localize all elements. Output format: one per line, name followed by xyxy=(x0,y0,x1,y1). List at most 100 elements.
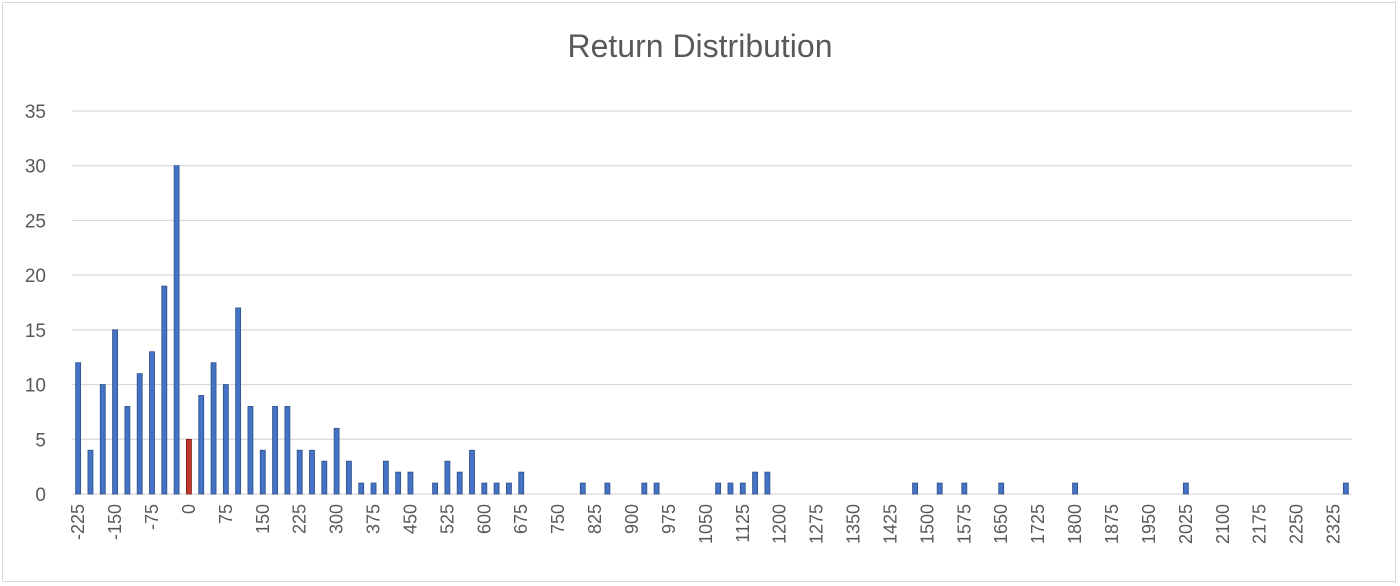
x-tick-label: 825 xyxy=(585,504,605,534)
bar xyxy=(456,471,463,495)
x-tick-label: 2100 xyxy=(1213,504,1233,544)
y-axis-ticks: 0 5 10 15 20 25 30 35 xyxy=(25,102,46,506)
x-tick-label: 1650 xyxy=(991,504,1011,544)
bar xyxy=(235,307,242,495)
bar xyxy=(173,165,180,495)
bars xyxy=(75,165,1349,495)
bar xyxy=(579,482,586,495)
x-tick-label: -150 xyxy=(105,504,125,540)
x-tick-label: 1200 xyxy=(770,504,790,544)
bar xyxy=(469,449,475,495)
x-tick-label: 675 xyxy=(511,504,531,534)
x-tick-label: 525 xyxy=(437,504,457,534)
bar xyxy=(124,406,131,495)
bar xyxy=(75,362,82,495)
bar xyxy=(272,406,278,495)
x-tick-label: 2025 xyxy=(1176,504,1196,544)
bar xyxy=(284,406,291,495)
bar-highlight xyxy=(186,438,192,495)
bar xyxy=(247,406,254,495)
bar xyxy=(136,373,143,495)
x-tick-label: 750 xyxy=(548,504,568,534)
bar xyxy=(1182,482,1189,495)
x-tick-label: 450 xyxy=(400,504,420,534)
bar xyxy=(198,395,205,495)
bar xyxy=(432,482,438,495)
x-tick-label: 2175 xyxy=(1250,504,1270,544)
x-tick-label: 1800 xyxy=(1065,504,1085,544)
bar xyxy=(936,482,943,495)
x-tick-label: -75 xyxy=(142,504,162,530)
bar xyxy=(296,449,303,495)
bar xyxy=(739,482,746,495)
bar xyxy=(1342,482,1349,495)
x-tick-label: -225 xyxy=(68,504,88,540)
x-axis-ticks: -225 -150 -75 0 75 150 225 300 375 450 525 600 675 75… xyxy=(68,504,1343,544)
x-tick-label: 1500 xyxy=(917,504,937,544)
x-tick-label: 375 xyxy=(364,504,384,534)
x-tick-label: 2250 xyxy=(1287,504,1307,544)
bar xyxy=(149,351,155,495)
bar xyxy=(641,482,648,495)
x-tick-label: 900 xyxy=(622,504,642,534)
chart-title: Return Distribution xyxy=(567,28,833,64)
x-tick-label: 600 xyxy=(474,504,494,534)
bar xyxy=(259,449,266,495)
bar xyxy=(382,460,389,495)
bar xyxy=(604,482,611,495)
y-tick-label: 0 xyxy=(35,485,46,506)
x-tick-label: 300 xyxy=(327,504,347,534)
bar xyxy=(210,362,217,495)
bar xyxy=(309,449,315,495)
bar xyxy=(727,482,734,495)
x-tick-label: 1350 xyxy=(844,504,864,544)
y-tick-label: 10 xyxy=(25,376,46,397)
x-tick-label: 1050 xyxy=(696,504,716,544)
x-tick-label: 1875 xyxy=(1102,504,1122,544)
x-tick-label: 1575 xyxy=(954,504,974,544)
x-tick-label: 1950 xyxy=(1139,504,1159,544)
x-tick-label: 975 xyxy=(659,504,679,534)
bar xyxy=(112,329,118,495)
bar xyxy=(506,482,512,495)
bar xyxy=(395,471,402,495)
y-tick-label: 35 xyxy=(25,102,46,123)
bar xyxy=(99,384,106,495)
bar xyxy=(961,482,968,495)
bar xyxy=(481,482,488,495)
bar xyxy=(998,482,1005,495)
bar xyxy=(715,482,722,495)
bar xyxy=(87,449,94,495)
bar xyxy=(493,482,500,495)
x-tick-label: 1125 xyxy=(733,504,753,543)
bar xyxy=(161,285,168,495)
gridlines xyxy=(72,110,1352,495)
x-tick-label: 150 xyxy=(253,504,273,534)
x-tick-label: 75 xyxy=(216,504,236,524)
bar xyxy=(321,460,328,495)
bar xyxy=(358,482,365,495)
bar xyxy=(346,460,352,495)
bar xyxy=(653,482,660,495)
bar xyxy=(764,471,771,495)
y-tick-label: 5 xyxy=(35,430,46,451)
x-tick-label: 1725 xyxy=(1028,504,1048,544)
y-tick-label: 25 xyxy=(25,211,46,232)
x-tick-label: 1275 xyxy=(807,504,827,544)
bar xyxy=(222,384,229,495)
x-tick-label: 225 xyxy=(290,504,310,534)
bar xyxy=(518,471,525,495)
y-tick-label: 15 xyxy=(25,321,46,342)
bar xyxy=(752,471,758,495)
y-tick-label: 30 xyxy=(25,157,46,178)
y-tick-label: 20 xyxy=(25,266,46,287)
bar xyxy=(333,427,340,495)
x-tick-label: 1425 xyxy=(880,504,900,544)
x-tick-label: 2325 xyxy=(1324,504,1344,544)
bar xyxy=(912,482,918,495)
bar xyxy=(444,460,451,495)
x-tick-label: 0 xyxy=(179,504,199,514)
bar xyxy=(1072,482,1078,495)
